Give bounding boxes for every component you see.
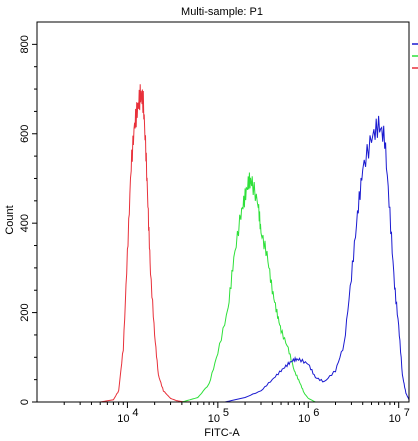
x-tick-label: 10 [117,413,129,425]
plot-frame [36,21,410,403]
x-tick-exponent: 5 [223,407,229,419]
x-tick-label: 10 [298,413,310,425]
histogram-series-1 [100,84,191,403]
histogram-series-3 [224,115,410,403]
y-tick-label: 800 [19,35,31,53]
x-tick-exponent: 4 [132,407,138,419]
chart-title: Multi-sample: P1 [181,6,263,18]
series-layer [100,84,410,403]
y-tick-label: 0 [19,399,31,405]
side-marks [412,43,418,69]
y-tick-label: 200 [19,303,31,321]
x-tick-exponent: 6 [313,407,319,419]
x-tick-label: 10 [389,413,401,425]
x-axis-title: FITC-A [204,427,240,439]
y-axis-title: Count [4,205,16,234]
x-tick-exponent: 7 [404,407,410,419]
y-tick-label: 400 [19,214,31,232]
y-tick-label: 600 [19,125,31,143]
x-tick-label: 10 [208,413,220,425]
histogram-series-2 [181,172,316,403]
